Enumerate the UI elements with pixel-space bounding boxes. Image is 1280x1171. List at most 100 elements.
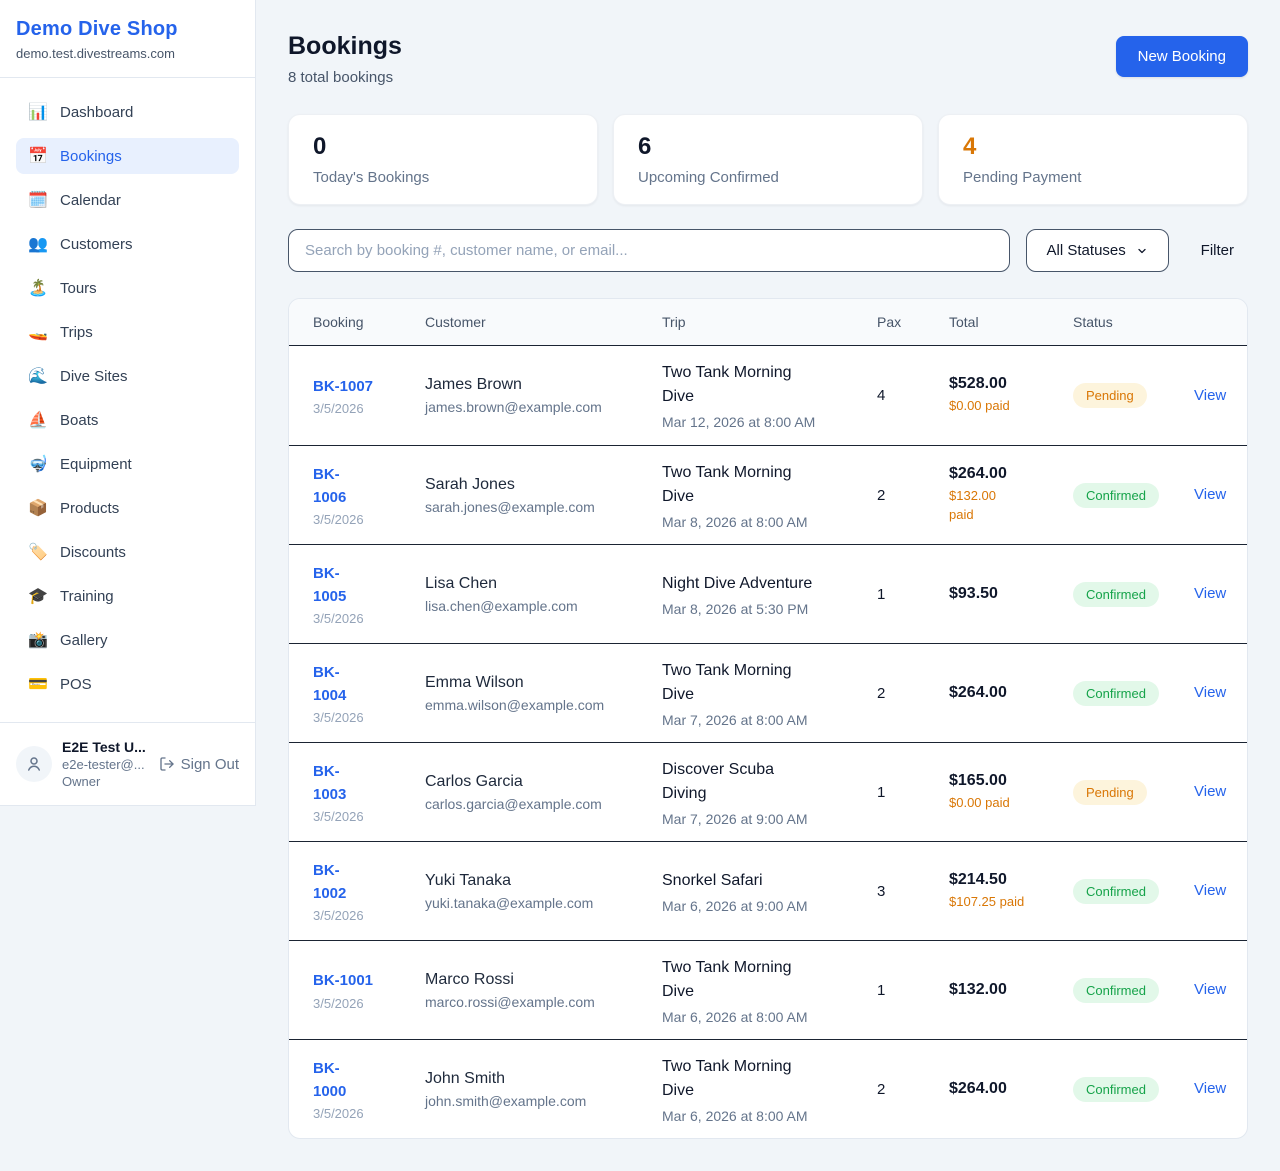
user-email: e2e-tester@... [62, 757, 145, 772]
trip-name: Two Tank Morning Dive [662, 661, 792, 703]
filter-button[interactable]: Filter [1200, 242, 1234, 259]
table-row: BK- 1003 3/5/2026 Carlos Garcia carlos.g… [289, 742, 1247, 841]
camera-icon: 📸 [28, 632, 48, 649]
booking-date: 3/5/2026 [313, 809, 364, 825]
page-title: Bookings [288, 32, 402, 60]
sidebar-item-calendar[interactable]: 🗓️ Calendar [16, 182, 239, 218]
table-row: BK- 1004 3/5/2026 Emma Wilson emma.wilso… [289, 643, 1247, 742]
sidebar-item-products[interactable]: 📦 Products [16, 490, 239, 526]
status-select-value: All Statuses [1046, 242, 1126, 259]
sidebar-item-dive-sites[interactable]: 🌊 Dive Sites [16, 358, 239, 394]
credit-card-icon: 💳 [28, 676, 48, 693]
trip-datetime: Mar 8, 2026 at 5:30 PM [662, 600, 809, 617]
customer-name: Yuki Tanaka [425, 871, 511, 889]
view-link[interactable]: View [1194, 783, 1227, 800]
table-header: Booking Customer Trip Pax Total Status [289, 299, 1247, 346]
booking-id-link[interactable]: BK-1007 [313, 377, 374, 395]
sidebar-item-trips[interactable]: 🚤 Trips [16, 314, 239, 350]
stat-card-todays-bookings: 0 Today's Bookings [288, 114, 598, 205]
view-link[interactable]: View [1194, 1080, 1227, 1097]
booking-id-link[interactable]: BK- 1006 [313, 465, 347, 506]
filter-controls: All Statuses Filter [288, 229, 1248, 272]
dashboard-icon: 📊 [28, 104, 48, 121]
trip-datetime: Mar 6, 2026 at 9:00 AM [662, 897, 808, 914]
pax-count: 2 [877, 486, 886, 504]
sign-out-label: Sign Out [180, 755, 239, 773]
page-header: Bookings 8 total bookings New Booking [288, 32, 1248, 86]
sidebar-item-label: Dashboard [60, 103, 134, 121]
trip-name: Two Tank Morning Dive [662, 364, 792, 405]
sign-out-button[interactable]: Sign Out [159, 756, 239, 773]
pax-count: 1 [877, 981, 886, 999]
stat-label: Upcoming Confirmed [638, 169, 779, 186]
col-status: Status [1073, 314, 1113, 330]
col-customer: Customer [425, 314, 486, 330]
sidebar: Demo Dive Shop demo.test.divestreams.com… [0, 0, 256, 806]
trip-datetime: Mar 8, 2026 at 8:00 AM [662, 513, 808, 530]
booking-id-link[interactable]: BK- 1004 [313, 663, 347, 704]
booking-id-link[interactable]: BK- 1000 [313, 1059, 347, 1100]
view-link[interactable]: View [1194, 386, 1227, 404]
table-row: BK- 1002 3/5/2026 Yuki Tanaka yuki.tanak… [289, 841, 1247, 940]
view-link[interactable]: View [1194, 882, 1227, 899]
view-link[interactable]: View [1194, 981, 1227, 998]
calendar-icon: 🗓️ [28, 192, 48, 209]
customer-email: sarah.jones@example.com [425, 498, 595, 515]
sailboat-icon: ⛵ [28, 412, 48, 429]
paid-amount: $0.00 paid [949, 794, 1010, 810]
booking-date: 3/5/2026 [313, 908, 364, 924]
sidebar-item-equipment[interactable]: 🤿 Equipment [16, 446, 239, 482]
sidebar-item-bookings[interactable]: 📅 Bookings [16, 138, 239, 174]
customer-name: Lisa Chen [425, 574, 498, 592]
customer-name: Marco Rossi [425, 970, 514, 988]
stat-label: Today's Bookings [313, 169, 430, 186]
sidebar-item-discounts[interactable]: 🏷️ Discounts [16, 534, 239, 570]
sidebar-item-boats[interactable]: ⛵ Boats [16, 402, 239, 438]
sidebar-item-pos[interactable]: 💳 POS [16, 666, 239, 702]
col-total: Total [949, 314, 979, 330]
status-badge: Confirmed [1073, 878, 1159, 904]
sidebar-item-tours[interactable]: 🏝️ Tours [16, 270, 239, 306]
col-actions [1194, 314, 1223, 330]
col-pax: Pax [877, 314, 902, 330]
tag-icon: 🏷️ [28, 544, 48, 561]
sidebar-item-training[interactable]: 🎓 Training [16, 578, 239, 614]
bookings-table: Booking Customer Trip Pax Total Status B… [288, 298, 1248, 1139]
customer-email: james.brown@example.com [425, 399, 602, 415]
stat-label: Pending Payment [963, 169, 1082, 186]
trip-datetime: Mar 7, 2026 at 9:00 AM [662, 810, 808, 827]
trip-name: Two Tank Morning Dive [662, 1057, 792, 1099]
total-amount: $214.50 [949, 870, 1007, 888]
booking-id-link[interactable]: BK- 1002 [313, 861, 347, 902]
sidebar-nav: 📊 Dashboard 📅 Bookings 🗓️ Calendar 👥 Cus… [0, 78, 255, 722]
view-link[interactable]: View [1194, 486, 1227, 503]
customer-email: marco.rossi@example.com [425, 993, 595, 1010]
sidebar-item-label: Products [60, 499, 120, 517]
view-link[interactable]: View [1194, 684, 1227, 701]
diving-mask-icon: 🤿 [28, 456, 48, 473]
sidebar-item-label: Trips [60, 323, 93, 341]
graduation-cap-icon: 🎓 [28, 588, 48, 605]
booking-id-link[interactable]: BK- 1005 [313, 564, 347, 605]
total-amount: $528.00 [949, 375, 1007, 393]
stat-card-upcoming-confirmed: 6 Upcoming Confirmed [613, 114, 923, 205]
sidebar-item-gallery[interactable]: 📸 Gallery [16, 622, 239, 658]
table-row: BK-1007 3/5/2026 James Brown james.brown… [289, 346, 1247, 445]
page-subtitle: 8 total bookings [288, 69, 394, 86]
stat-card-pending-payment: 4 Pending Payment [938, 114, 1248, 205]
view-link[interactable]: View [1194, 585, 1227, 602]
status-select[interactable]: All Statuses [1025, 229, 1169, 272]
sidebar-item-label: Discounts [60, 543, 126, 561]
booking-id-link[interactable]: BK-1001 [313, 972, 374, 990]
new-booking-button[interactable]: New Booking [1115, 36, 1248, 77]
pax-count: 1 [877, 585, 886, 603]
brand-block: Demo Dive Shop demo.test.divestreams.com [0, 0, 255, 78]
sidebar-item-customers[interactable]: 👥 Customers [16, 226, 239, 262]
customer-email: emma.wilson@example.com [425, 696, 605, 713]
sidebar-item-dashboard[interactable]: 📊 Dashboard [16, 94, 239, 130]
search-input[interactable] [288, 229, 1010, 272]
booking-id-link[interactable]: BK- 1003 [313, 762, 347, 803]
status-badge: Confirmed [1073, 680, 1159, 706]
shop-name: Demo Dive Shop [16, 18, 178, 40]
sidebar-item-label: Gallery [60, 631, 108, 649]
